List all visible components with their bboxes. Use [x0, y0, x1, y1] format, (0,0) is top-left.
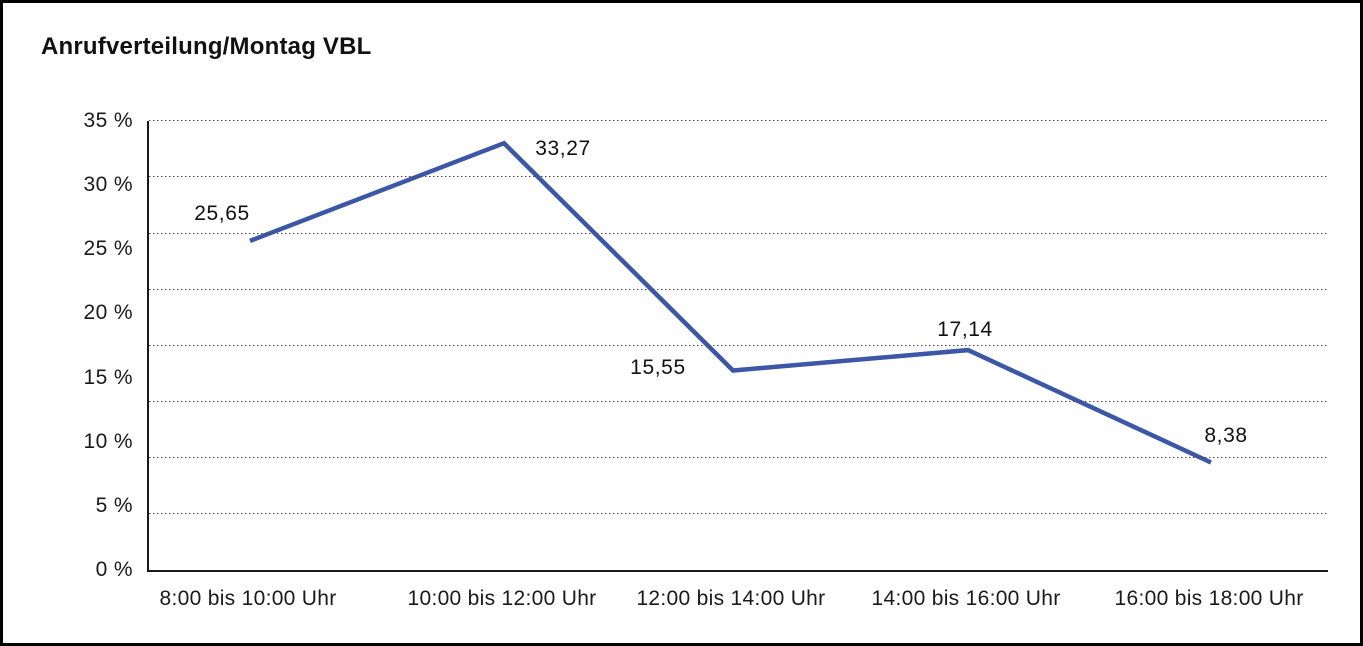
gridline [149, 232, 1328, 235]
gridline [149, 456, 1328, 459]
data-label: 17,14 [937, 318, 993, 342]
x-axis-label: 12:00 bis 14:00 Uhr [636, 587, 826, 610]
gridline [149, 400, 1328, 403]
data-label: 25,65 [194, 201, 250, 225]
plot-area: 25,65 33,27 15,55 17,14 8,38 [147, 120, 1328, 572]
y-axis-tick-label: 20 % [83, 301, 133, 325]
gridline [149, 344, 1328, 347]
gridline [149, 288, 1328, 291]
y-axis-tick-label: 0 % [95, 558, 133, 581]
x-axis-label: 16:00 bis 18:00 Uhr [1114, 587, 1304, 610]
chart-title: Anrufverteilung/Montag VBL [41, 33, 372, 60]
data-label: 15,55 [630, 355, 686, 379]
data-label: 33,27 [535, 137, 591, 161]
line-series-svg [249, 140, 1212, 465]
y-axis-tick-label: 15 % [83, 365, 133, 389]
y-axis-tick-label: 10 % [83, 429, 133, 453]
y-axis-tick-label: 30 % [83, 173, 133, 197]
line-series [249, 140, 1212, 465]
x-axis: 8:00 bis 10:00 Uhr 10:00 bis 12:00 Uhr 12:… [147, 584, 1326, 614]
gridline [149, 176, 1328, 179]
gridline [149, 120, 1328, 122]
data-label: 8,38 [1204, 424, 1248, 448]
x-axis-label: 14:00 bis 16:00 Uhr [871, 587, 1061, 610]
y-axis-tick-label: 35 % [83, 109, 133, 132]
y-axis: 35 % 30 % 25 % 20 % 15 % 10 % 5 % 0 % [21, 109, 133, 581]
x-axis-label: 10:00 bis 12:00 Uhr [407, 587, 597, 610]
y-axis-tick-label: 5 % [95, 493, 133, 517]
x-axis-label: 8:00 bis 10:00 Uhr [159, 587, 337, 610]
y-axis-tick-label: 25 % [83, 237, 133, 261]
gridline [149, 512, 1328, 515]
